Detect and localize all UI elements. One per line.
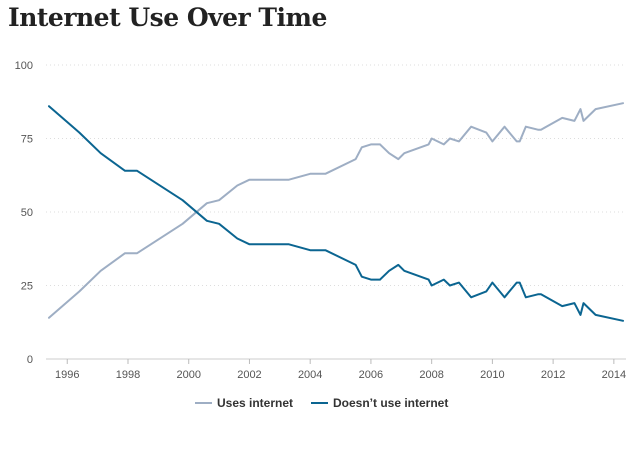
series-line-doesnt-use-internet	[48, 105, 624, 322]
legend: Uses internet Doesn’t use internet	[0, 396, 640, 414]
y-tick-label: 50	[21, 207, 33, 219]
x-tick-label: 2002	[237, 369, 261, 381]
legend-swatch-doesnt-use-internet	[311, 402, 328, 404]
x-tick-label: 2004	[298, 369, 322, 381]
legend-label-uses-internet: Uses internet	[217, 396, 294, 410]
series-lines	[48, 102, 624, 322]
y-tick-label: 0	[27, 354, 33, 366]
series-line-uses-internet	[48, 102, 624, 319]
x-tick-label: 2012	[541, 369, 565, 381]
y-axis-ticks: 0 25 50 75 100	[15, 60, 33, 366]
x-tick-label: 2010	[480, 369, 504, 381]
x-tick-label: 2006	[359, 369, 383, 381]
y-tick-label: 75	[21, 134, 33, 146]
legend-item-doesnt-use-internet: Doesn’t use internet	[311, 396, 448, 410]
y-tick-label: 100	[15, 60, 33, 72]
legend-label-doesnt-use-internet: Doesn’t use internet	[333, 396, 449, 410]
x-tick-label: 1998	[116, 369, 140, 381]
chart-title: Internet Use Over Time	[8, 3, 327, 32]
legend-swatch-uses-internet	[195, 402, 212, 404]
x-axis-ticks: 1996 1998 2000 2002 2004 2006 2008 2010 2012 2014	[55, 359, 626, 381]
x-tick-label: 2008	[419, 369, 443, 381]
y-tick-label: 25	[21, 281, 33, 293]
gridlines	[46, 64, 626, 360]
legend-item-uses-internet: Uses internet	[195, 396, 293, 410]
x-tick-label: 2014	[602, 369, 626, 381]
x-tick-label: 2000	[176, 369, 200, 381]
x-tick-label: 1996	[55, 369, 79, 381]
